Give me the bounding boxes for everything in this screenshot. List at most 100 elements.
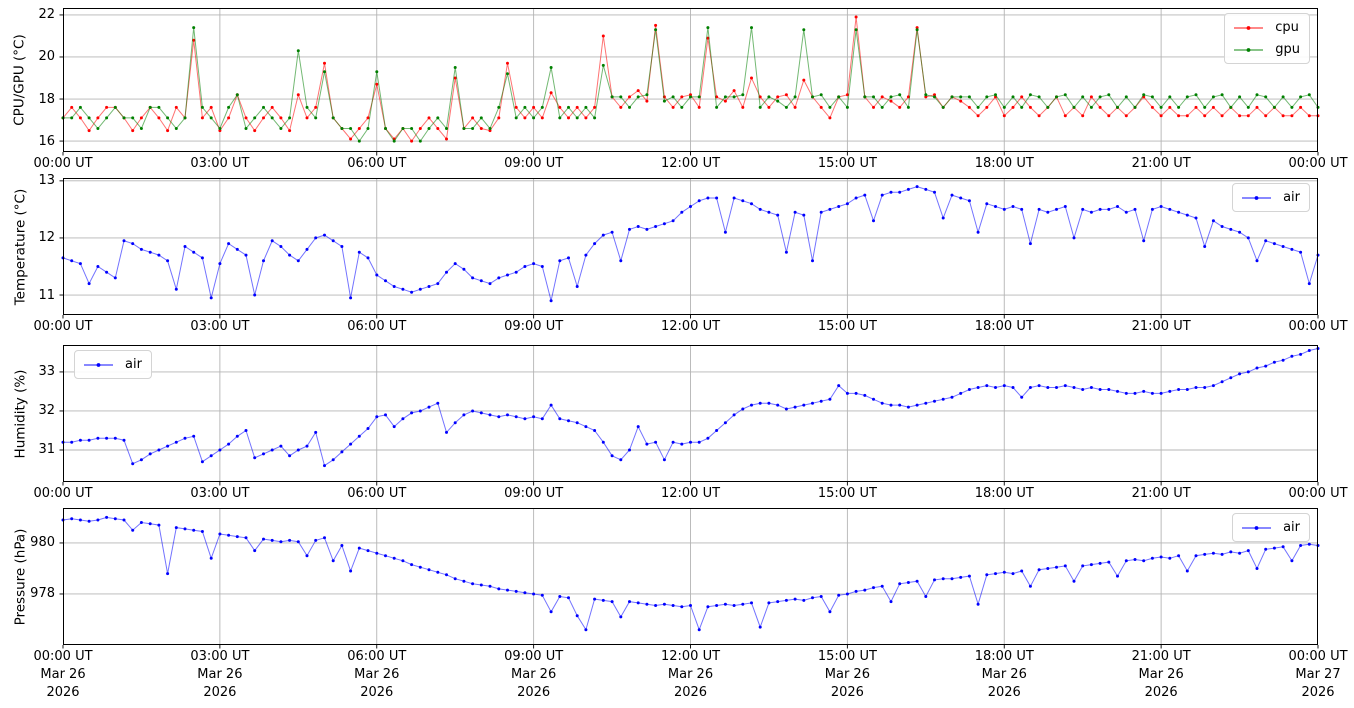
x-tick-year-label: 2026 xyxy=(203,685,237,700)
cpu-gpu-x-tick-label: 00:00 UT xyxy=(1288,156,1348,171)
y-axis-label-cpu-gpu: CPU/GPU (°C) xyxy=(0,8,40,152)
pressure-x-tick-label: 09:00 UT xyxy=(504,649,564,664)
x-tick-date-label: Mar 26 xyxy=(354,667,400,682)
temperature-x-tick-label: 03:00 UT xyxy=(190,319,250,334)
cpu-gpu-y-tick-label: 20 xyxy=(38,49,55,65)
x-tick-year-label: 2026 xyxy=(987,685,1021,700)
cpu-gpu-axes-border xyxy=(63,8,1318,152)
cpu-gpu-x-tick-label: 03:00 UT xyxy=(190,156,250,171)
cpu-gpu-legend: cpu gpu xyxy=(1224,13,1310,64)
humidity-x-tick-label: 09:00 UT xyxy=(504,486,564,501)
humidity-axes-border xyxy=(63,345,1318,482)
pressure-y-tick-label: 980 xyxy=(30,535,55,551)
x-tick-date-label: Mar 26 xyxy=(667,667,714,682)
legend-label-gpu: gpu xyxy=(1275,42,1300,57)
pressure-x-tick-label: 03:00 UT xyxy=(190,649,250,664)
humidity-x-tick-label: 06:00 UT xyxy=(347,486,407,501)
humidity-y-tick-label: 32 xyxy=(38,403,55,419)
pressure-y-tick-label: 978 xyxy=(30,586,55,602)
temperature-x-tick-label: 15:00 UT xyxy=(817,319,877,334)
x-tick-year-label: 2026 xyxy=(517,685,551,700)
temperature-axes-border xyxy=(63,178,1318,315)
pressure-axes-border xyxy=(63,508,1318,645)
x-tick-date-label: Mar 27 xyxy=(1295,667,1341,682)
air-legend-sample-line xyxy=(1242,525,1272,530)
cpu-gpu-plot-canvas xyxy=(59,8,1320,156)
pressure-x-tick-label: 06:00 UT xyxy=(347,649,407,664)
x-tick-date-label: Mar 26 xyxy=(981,667,1027,682)
pressure-legend-entry-air: air xyxy=(1240,517,1300,538)
pressure-air-markers xyxy=(61,515,1320,632)
humidity-x-tick-label: 21:00 UT xyxy=(1131,486,1191,501)
temperature-plot-canvas xyxy=(59,178,1320,319)
cpu-gpu-x-tick-label: 15:00 UT xyxy=(817,156,877,171)
humidity-y-tick-label: 31 xyxy=(38,442,55,458)
cpu-gpu-x-tick-label: 06:00 UT xyxy=(347,156,407,171)
humidity-x-tick-label: 18:00 UT xyxy=(974,486,1034,501)
x-tick-date-label: Mar 26 xyxy=(197,667,243,682)
humidity-air-markers xyxy=(61,347,1320,468)
y-axis-label-cpu-gpu-text: CPU/GPU (°C) xyxy=(12,34,29,126)
temperature-x-tick-label: 06:00 UT xyxy=(347,319,407,334)
temperature-x-tick-label: 00:00 UT xyxy=(33,319,93,334)
air-legend-sample-line xyxy=(1242,195,1272,200)
pressure-x-tick-label: 12:00 UT xyxy=(660,649,721,664)
x-tick-year-label: 2026 xyxy=(1301,685,1335,700)
cpu-gpu-y-tick-label: 18 xyxy=(38,91,55,107)
pressure-x-tick-label: 18:00 UT xyxy=(974,649,1034,664)
temperature-x-tick-label: 18:00 UT xyxy=(974,319,1034,334)
x-tick-year-label: 2026 xyxy=(673,685,708,700)
pressure-plot-canvas xyxy=(59,508,1320,649)
temperature-legend: air xyxy=(1232,183,1310,212)
cpu-legend-sample-line xyxy=(1234,25,1264,30)
temperature-x-tick-label: 00:00 UT xyxy=(1288,319,1348,334)
humidity-legend-entry-air: air xyxy=(82,354,142,375)
humidity-x-tick-label: 03:00 UT xyxy=(190,486,250,501)
humidity-plot-canvas xyxy=(59,345,1320,486)
humidity-y-tick-label: 33 xyxy=(38,364,55,380)
cpu-gpu-x-tick-label: 18:00 UT xyxy=(974,156,1034,171)
x-tick-year-label: 2026 xyxy=(830,685,864,700)
temperature-air-markers xyxy=(61,185,1320,303)
x-tick-date-label: Mar 26 xyxy=(40,667,86,682)
cpu-gpu-legend-entry-cpu: cpu xyxy=(1232,17,1300,38)
temperature-legend-entry-air: air xyxy=(1240,187,1300,208)
x-tick-date-label: Mar 26 xyxy=(824,667,870,682)
pressure-x-tick-label: 15:00 UT xyxy=(817,649,877,664)
cpu-gpu-gpu-markers xyxy=(61,26,1320,143)
cpu-gpu-legend-entry-gpu: gpu xyxy=(1232,39,1300,60)
gpu-legend-sample-line xyxy=(1234,47,1264,52)
temperature-x-tick-label: 21:00 UT xyxy=(1131,319,1191,334)
cpu-gpu-x-tick-label: 12:00 UT xyxy=(660,156,721,171)
temperature-y-tick-label: 13 xyxy=(38,173,55,189)
x-tick-year-label: 2026 xyxy=(360,685,394,700)
temperature-y-tick-label: 12 xyxy=(38,230,55,246)
cpu-gpu-x-tick-label: 09:00 UT xyxy=(504,156,564,171)
x-tick-year-label: 2026 xyxy=(46,685,80,700)
humidity-x-tick-label: 12:00 UT xyxy=(660,486,721,501)
pressure-legend: air xyxy=(1232,513,1310,542)
pressure-x-tick-label: 21:00 UT xyxy=(1131,649,1191,664)
legend-label-air: air xyxy=(125,357,142,372)
pressure-x-tick-label: 00:00 UT xyxy=(1288,649,1348,664)
temperature-y-tick-label: 11 xyxy=(38,287,55,303)
humidity-x-tick-label: 15:00 UT xyxy=(817,486,877,501)
legend-label-cpu: cpu xyxy=(1275,20,1299,35)
x-tick-date-label: Mar 26 xyxy=(1138,667,1184,682)
pressure-x-tick-label: 00:00 UT xyxy=(33,649,93,664)
y-axis-label-pressure: Pressure (hPa) xyxy=(0,508,40,645)
humidity-x-tick-label: 00:00 UT xyxy=(33,486,93,501)
air-legend-sample-line xyxy=(84,362,113,367)
temperature-x-tick-label: 09:00 UT xyxy=(504,319,564,334)
x-tick-year-label: 2026 xyxy=(1144,685,1178,700)
x-tick-date-label: Mar 26 xyxy=(511,667,557,682)
temperature-x-tick-label: 12:00 UT xyxy=(660,319,721,334)
cpu-gpu-x-tick-label: 21:00 UT xyxy=(1131,156,1191,171)
legend-label-air: air xyxy=(1283,190,1300,205)
humidity-x-tick-label: 00:00 UT xyxy=(1288,486,1348,501)
legend-label-air: air xyxy=(1283,520,1300,535)
cpu-gpu-y-tick-label: 22 xyxy=(38,7,55,23)
humidity-legend: air xyxy=(74,350,152,379)
cpu-gpu-y-tick-label: 16 xyxy=(38,133,55,149)
